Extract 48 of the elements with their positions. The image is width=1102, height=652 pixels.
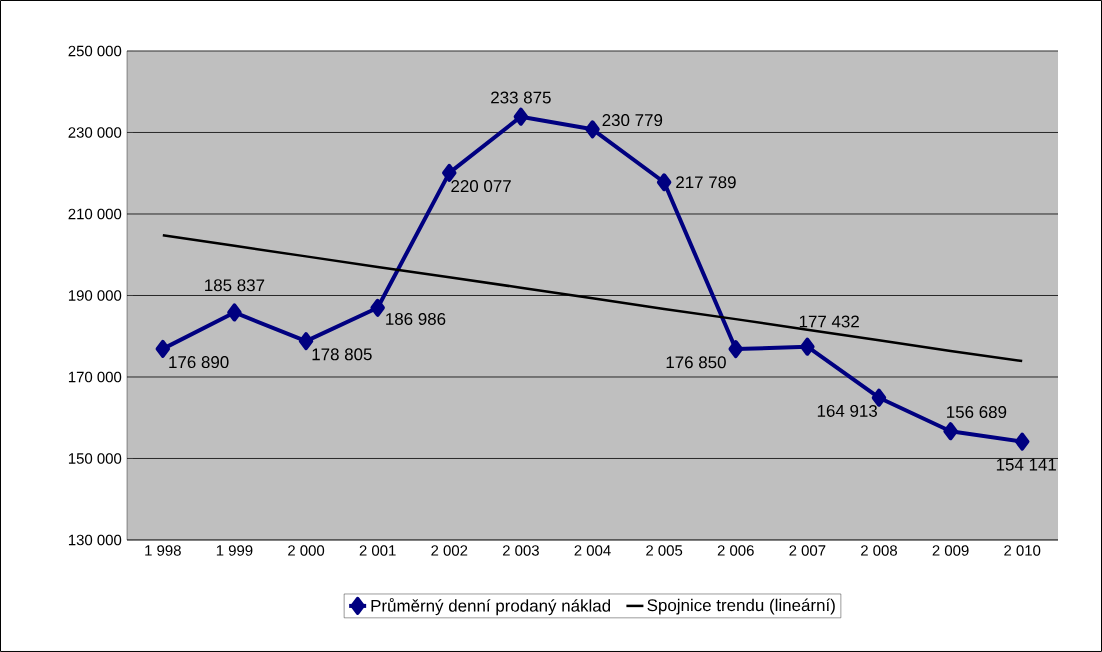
- point: [585, 120, 600, 139]
- y-tick-label: 170 000: [68, 371, 122, 383]
- y-tick-label: 210 000: [68, 208, 122, 220]
- point: [728, 340, 743, 359]
- data-label: 156 689: [947, 406, 1007, 419]
- x-tick-label: 2 005: [646, 545, 683, 556]
- x-tick-label: 2 002: [431, 545, 468, 556]
- legend-label: Průměrný denní prodaný náklad: [371, 597, 611, 616]
- point: [871, 388, 887, 407]
- x-tick-label: 2 006: [717, 545, 754, 556]
- data-label: 217 789: [676, 176, 736, 189]
- data-label: 164 913: [817, 404, 877, 417]
- data-label: 176 850: [666, 356, 726, 369]
- point: [227, 303, 242, 322]
- x-tick-label: 2 003: [502, 545, 539, 556]
- x-tick-label: 2 001: [359, 545, 396, 556]
- data-label: 230 779: [602, 114, 663, 127]
- x-tick-label: 2 009: [932, 545, 969, 556]
- data-label: 233 875: [491, 91, 551, 104]
- point: [442, 163, 457, 182]
- data-label: 154 141: [996, 458, 1056, 471]
- x-tick-label: 2 010: [1004, 545, 1041, 556]
- y-tick-label: 230 000: [68, 127, 122, 138]
- point: [943, 422, 958, 441]
- point: [656, 173, 672, 192]
- data-label: 177 432: [799, 315, 859, 328]
- x-tick-label: 2 008: [861, 545, 897, 556]
- data-label: 220 077: [451, 180, 511, 193]
- point: [298, 332, 314, 351]
- x-tick-label: 2 007: [789, 545, 826, 556]
- data-label: 185 837: [205, 279, 265, 292]
- point: [370, 298, 385, 317]
- data-label: 186 986: [386, 312, 446, 325]
- legend-label: Spojnice trendu (lineární): [647, 598, 835, 615]
- point: [513, 107, 529, 126]
- x-tick-label: 2 000: [288, 545, 325, 556]
- point: [800, 337, 815, 356]
- y-tick-label: 250 000: [68, 45, 122, 57]
- point: [1014, 432, 1030, 451]
- data-label: 178 805: [312, 348, 372, 361]
- x-tick-label: 2 004: [574, 545, 611, 556]
- x-tick-label: 1 998: [145, 545, 181, 556]
- y-tick-label: 150 000: [68, 453, 122, 464]
- y-tick-label: 190 000: [68, 290, 122, 301]
- data-label: 176 890: [169, 356, 229, 369]
- point: [155, 339, 171, 358]
- x-tick-label: 1 999: [216, 545, 253, 556]
- y-tick-label: 130 000: [68, 534, 122, 546]
